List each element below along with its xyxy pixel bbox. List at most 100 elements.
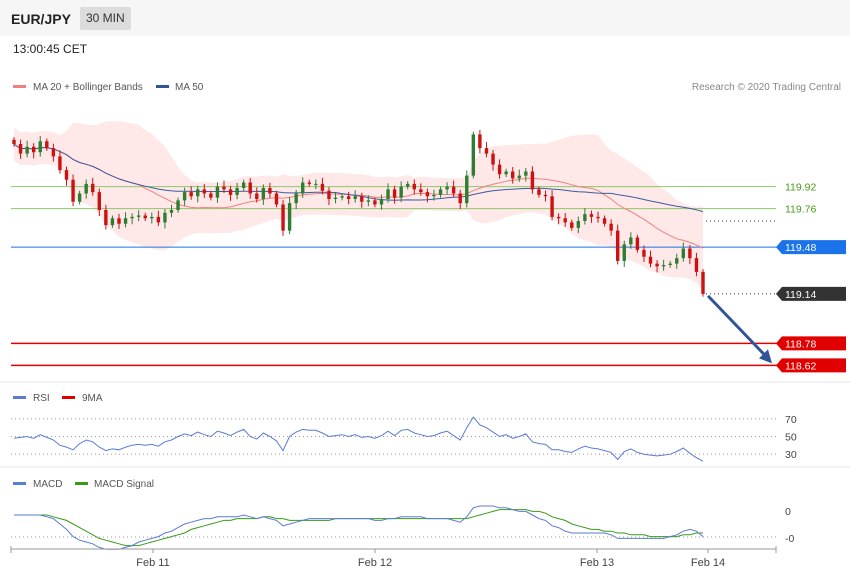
candle [511, 167, 515, 184]
candle-body [261, 188, 266, 199]
legend-swatch-macd-signal [75, 482, 88, 485]
candle [484, 142, 489, 158]
candle [51, 143, 56, 162]
candles [12, 129, 705, 297]
candle [123, 212, 128, 228]
level-tag-support [776, 336, 846, 351]
candle-body [451, 186, 456, 194]
candle-body [432, 194, 436, 197]
candle [215, 182, 220, 203]
candle [353, 190, 357, 203]
candle-body [241, 182, 246, 188]
candle-body [701, 271, 705, 294]
candle [248, 178, 252, 199]
candle [340, 193, 344, 201]
candle-body [97, 192, 102, 210]
candle [694, 252, 699, 277]
candle-body [550, 196, 554, 217]
candle-body [136, 215, 141, 217]
candle [563, 213, 567, 227]
x-tick-label: Feb 11 [136, 557, 169, 569]
candle-body [301, 182, 305, 194]
candle-body [215, 186, 220, 198]
level-label: 118.78 [785, 338, 816, 350]
level-tag-pivot [776, 240, 846, 255]
candle [163, 209, 167, 229]
candle-body [563, 218, 567, 223]
candle-body [379, 199, 384, 205]
candle [366, 195, 371, 207]
candle-body [182, 192, 187, 201]
candle [268, 182, 272, 198]
candle [530, 166, 535, 194]
candle-body [156, 216, 161, 223]
candle-body [25, 146, 29, 154]
candle-body [438, 189, 443, 195]
candle-body [570, 222, 574, 228]
timeframe-button[interactable]: 30 MIN [80, 7, 131, 30]
candle [668, 260, 672, 268]
candle [635, 234, 640, 253]
macd-panel: 0 -0 [11, 505, 794, 550]
candle-body [228, 189, 233, 195]
candle-body [31, 146, 36, 153]
candle-body [399, 186, 403, 198]
candle-body [71, 179, 75, 202]
candle [609, 219, 613, 236]
legend-swatch-macd [13, 482, 26, 485]
candle-body [209, 193, 213, 198]
candle-body [104, 210, 108, 226]
candle-body [327, 190, 331, 199]
candle [537, 186, 541, 198]
candle [209, 190, 213, 201]
candle-body [346, 196, 351, 199]
candle [445, 182, 449, 195]
arrow-head [759, 349, 772, 364]
candle-body [655, 263, 659, 267]
bollinger-band-area [14, 121, 703, 291]
candle [307, 179, 311, 187]
candle-body [84, 183, 88, 194]
candle-body [248, 182, 252, 194]
candle [202, 184, 206, 198]
candle-body [64, 170, 69, 180]
x-tick-label: Feb 14 [691, 557, 725, 569]
legend-swatch-9ma [62, 396, 75, 399]
legend-9ma: 9MA [82, 393, 103, 404]
candle-body [163, 212, 167, 223]
candle-body [668, 263, 672, 265]
candle [301, 177, 305, 198]
candle-body [222, 186, 226, 190]
candle [38, 136, 42, 157]
candle [602, 215, 607, 227]
candle-body [18, 144, 23, 154]
candle-body [484, 148, 489, 154]
candle [556, 213, 561, 225]
candle [576, 216, 581, 234]
candle [294, 189, 298, 210]
candle [255, 187, 259, 203]
candle [18, 139, 23, 159]
candle [97, 188, 102, 217]
candle-body [143, 215, 147, 219]
candle [524, 167, 528, 182]
candle-body [373, 200, 377, 205]
bollinger-band [14, 121, 703, 291]
candle-body [537, 189, 541, 195]
candle [45, 138, 49, 151]
candle-body [602, 218, 607, 224]
candle-body [58, 156, 62, 171]
macd-signal-line [14, 509, 703, 547]
candle [91, 177, 95, 196]
level-label: 119.14 [785, 289, 816, 301]
candle [222, 180, 226, 193]
candle-body [661, 265, 666, 267]
candle [681, 242, 686, 262]
candle-body [609, 223, 613, 231]
candle-body [274, 193, 279, 205]
candle-body [51, 148, 56, 157]
macd-level-label: 0 [785, 506, 791, 518]
candle [235, 182, 239, 200]
symbol-label: EUR/JPY [11, 11, 71, 27]
